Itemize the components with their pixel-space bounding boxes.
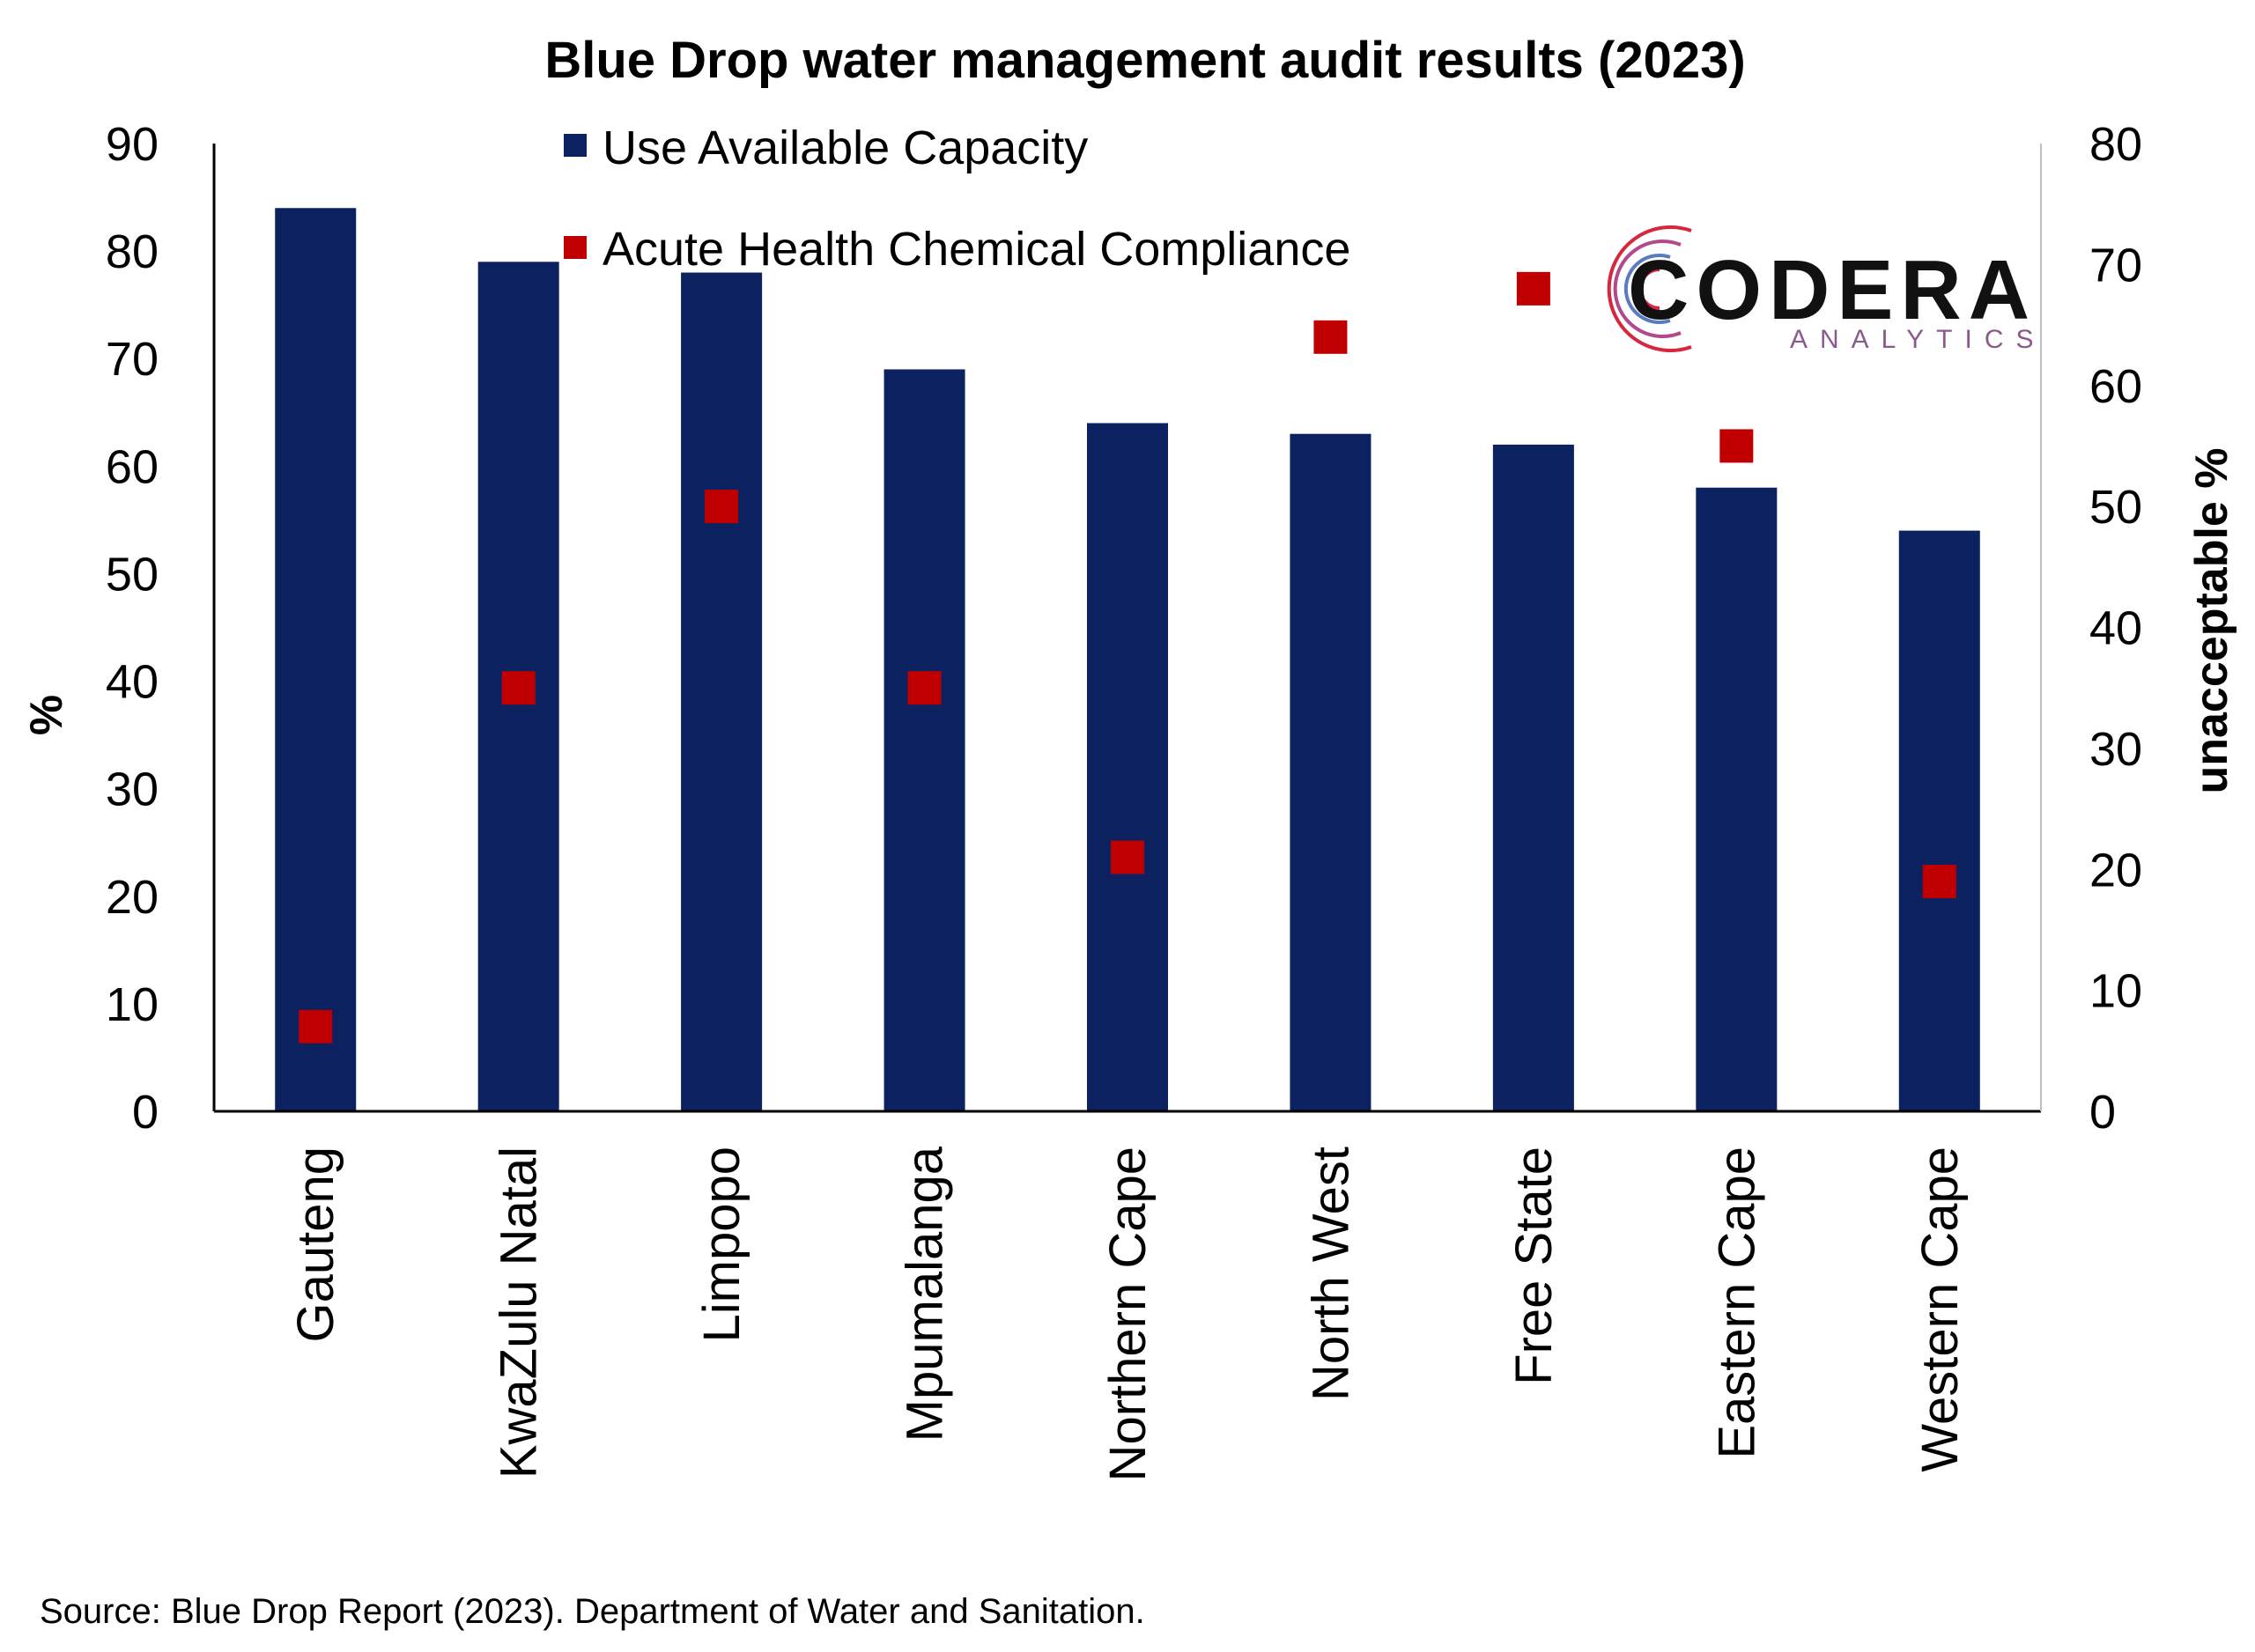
markers-group — [299, 271, 1956, 1044]
category-label-6: Free State — [1505, 1147, 1563, 1385]
left-tick-9: 90 — [106, 118, 159, 171]
logo-subtitle: ANALYTICS — [1790, 325, 2046, 354]
right-tick-labels: 0 10 20 30 40 50 60 70 80 — [2089, 118, 2142, 1139]
category-label-8: Western Cape — [1911, 1147, 1969, 1472]
right-tick-3: 30 — [2089, 723, 2142, 776]
category-label-0: Gauteng — [287, 1147, 344, 1343]
category-label-7: Eastern Cape — [1708, 1147, 1765, 1459]
chart-title: Blue Drop water management audit results… — [544, 32, 1745, 89]
marker-3 — [907, 671, 942, 705]
bar-2 — [681, 272, 763, 1111]
left-tick-7: 70 — [106, 333, 159, 386]
right-tick-2: 20 — [2089, 844, 2142, 896]
right-tick-7: 70 — [2089, 239, 2142, 291]
left-tick-labels: 0 10 20 30 40 50 60 70 80 90 — [106, 118, 159, 1139]
left-tick-2: 20 — [106, 871, 159, 924]
marker-7 — [1719, 429, 1754, 463]
left-tick-0: 0 — [132, 1086, 159, 1139]
marker-4 — [1111, 840, 1144, 874]
legend-label-marker: Acute Health Chemical Compliance — [603, 223, 1350, 276]
legend-swatch-bar — [564, 134, 587, 157]
marker-1 — [501, 671, 536, 705]
left-tick-5: 50 — [106, 548, 159, 601]
category-labels: Gauteng KwaZulu Natal Limpopo Mpumalanga Nor… — [287, 1146, 1969, 1481]
marker-6 — [1516, 271, 1550, 306]
category-label-3: Mpumalanga — [897, 1146, 954, 1442]
marker-2 — [705, 490, 739, 524]
bars-group — [275, 208, 1980, 1112]
left-tick-1: 10 — [106, 978, 159, 1031]
bar-7 — [1696, 487, 1778, 1111]
bar-5 — [1290, 433, 1371, 1111]
codera-logo: CODERA ANALYTICS — [1607, 225, 2046, 354]
left-tick-6: 60 — [106, 440, 159, 493]
logo-wordmark: CODERA — [1628, 243, 2037, 337]
marker-8 — [1922, 864, 1956, 898]
logo-arc-icon — [1607, 225, 1692, 352]
bar-0 — [275, 208, 357, 1112]
right-tick-1: 10 — [2089, 965, 2142, 1018]
category-label-5: North West — [1302, 1147, 1359, 1401]
legend-label-bar: Use Available Capacity — [603, 122, 1088, 174]
source-note: Source: Blue Drop Report (2023). Departm… — [40, 1592, 1145, 1631]
right-tick-4: 40 — [2089, 602, 2142, 655]
category-label-4: Northern Cape — [1099, 1147, 1157, 1481]
marker-5 — [1313, 320, 1348, 354]
bar-6 — [1492, 444, 1574, 1111]
bar-3 — [884, 369, 965, 1111]
left-tick-4: 40 — [106, 656, 159, 709]
left-tick-8: 80 — [106, 225, 159, 278]
category-label-2: Limpopo — [693, 1147, 750, 1342]
category-label-1: KwaZulu Natal — [491, 1147, 548, 1479]
marker-0 — [299, 1009, 333, 1044]
right-tick-6: 60 — [2089, 360, 2142, 413]
legend-swatch-marker — [564, 236, 587, 259]
right-tick-8: 80 — [2089, 118, 2142, 171]
y-axis-title: % — [21, 695, 72, 735]
y2-axis-title: unacceptable % — [2186, 447, 2237, 793]
bar-8 — [1898, 530, 1980, 1111]
legend: Use Available Capacity Acute Health Chem… — [564, 122, 1350, 276]
left-tick-3: 30 — [106, 763, 159, 816]
bar-4 — [1087, 423, 1168, 1111]
right-tick-5: 50 — [2089, 481, 2142, 534]
right-tick-0: 0 — [2089, 1086, 2116, 1139]
